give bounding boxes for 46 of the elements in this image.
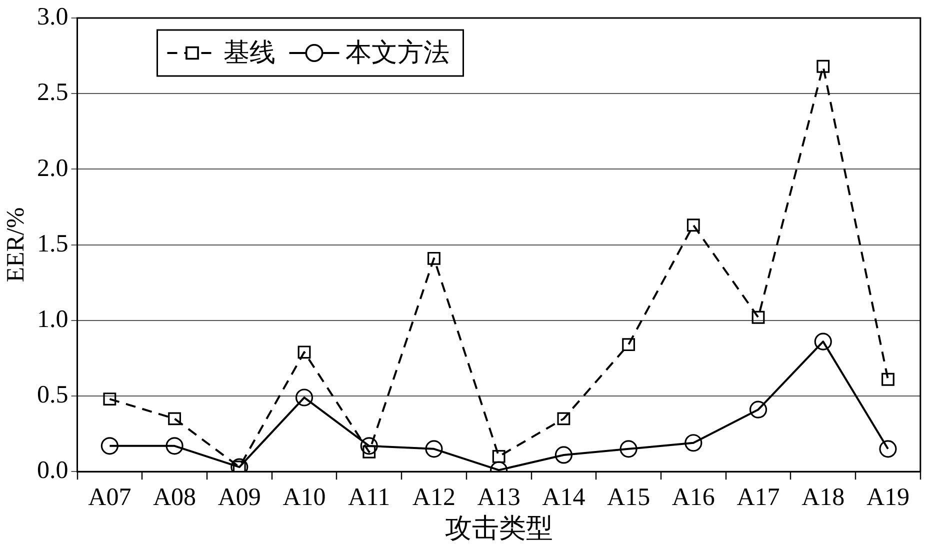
point — [879, 440, 897, 458]
x-tick-label: A18 — [802, 484, 845, 512]
x-tick-label: A12 — [412, 484, 456, 512]
point — [295, 388, 314, 406]
x-tick-label: A08 — [153, 484, 196, 512]
y-tick-label: 0.0 — [37, 457, 68, 484]
x-tick-label: A15 — [607, 484, 650, 512]
y-tick-label: 2.0 — [37, 154, 68, 182]
point — [428, 252, 440, 265]
point — [752, 310, 765, 324]
legend-label: 本文方法 — [345, 38, 450, 67]
point — [622, 338, 635, 352]
point — [425, 440, 443, 458]
x-tick-label: A10 — [282, 484, 326, 512]
point — [749, 400, 768, 418]
point — [882, 372, 894, 386]
x-tick-label: A11 — [348, 484, 390, 512]
legend-label: 基线 — [223, 38, 276, 67]
x-tick-label: A14 — [542, 484, 586, 512]
point — [492, 450, 506, 463]
point — [816, 60, 830, 73]
y-tick-label: 1.0 — [37, 306, 68, 333]
point — [620, 440, 638, 458]
point — [814, 332, 832, 350]
point — [168, 412, 181, 426]
point — [686, 218, 700, 232]
x-tick-label: A16 — [672, 484, 715, 512]
point — [554, 446, 572, 464]
x-tick-label: A13 — [477, 484, 520, 512]
y-tick-label: 3.0 — [37, 4, 68, 31]
y-tick-label: 1.5 — [37, 230, 68, 258]
point — [360, 437, 378, 455]
y-tick-label: 2.5 — [37, 79, 68, 106]
point — [557, 412, 570, 426]
x-axis-title: 攻击类型 — [444, 512, 553, 543]
point — [684, 434, 702, 452]
x-tick-label: A07 — [88, 484, 132, 512]
x-tick-label: A19 — [866, 484, 910, 512]
point — [298, 346, 311, 359]
point — [103, 392, 116, 406]
x-tick-label: A17 — [736, 484, 780, 512]
point — [100, 437, 118, 455]
point — [166, 437, 184, 455]
y-axis-title: EER/% — [2, 207, 30, 282]
y-tick-label: 0.5 — [37, 382, 68, 409]
x-tick-label: A09 — [218, 484, 261, 512]
